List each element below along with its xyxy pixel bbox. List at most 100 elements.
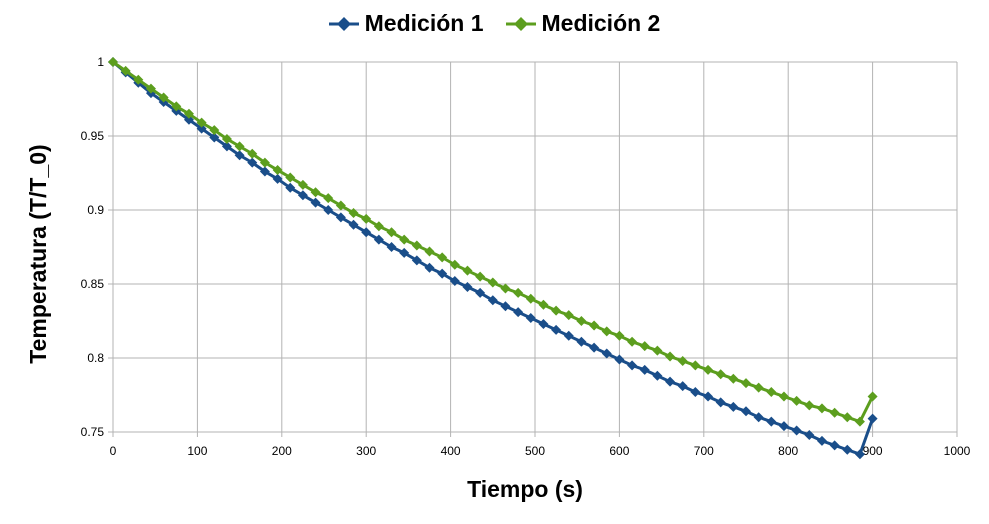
series-1-point [677, 381, 688, 392]
y-tick-label: 0.8 [87, 351, 104, 365]
series-2-point [627, 336, 638, 347]
series-2-point [690, 360, 701, 371]
series-2-point [741, 378, 751, 389]
series-2-point [791, 395, 802, 406]
y-tick-label: 0.95 [81, 129, 105, 143]
x-tick-label: 100 [187, 444, 207, 458]
series-1-point [437, 268, 448, 279]
series-1-point [399, 247, 410, 258]
x-tick-label: 0 [110, 444, 117, 458]
series-2-point [373, 221, 384, 232]
series-2-point [639, 341, 650, 352]
x-tick-label: 700 [694, 444, 714, 458]
series-2-point [475, 271, 486, 282]
series-1-point [652, 370, 663, 381]
series-1-point [348, 219, 359, 230]
series-2-point [563, 310, 574, 321]
series-1-point [513, 307, 524, 318]
x-axis-title: Tiempo (s) [467, 476, 583, 502]
series-2-point [766, 387, 777, 398]
series-2-point [145, 83, 156, 94]
series-2-point [854, 416, 865, 427]
y-tick-label: 1 [97, 55, 104, 69]
series-1-point [424, 262, 435, 273]
series-1-point [816, 435, 827, 446]
series-2-point [272, 165, 283, 176]
x-tick-label: 200 [272, 444, 292, 458]
legend-label-series-2: Medición 2 [541, 10, 661, 36]
x-tick-label: 300 [356, 444, 376, 458]
series-2-point [437, 252, 448, 263]
series-2-point [209, 125, 220, 136]
series-1-point [804, 429, 815, 440]
series-1-point [234, 150, 245, 161]
y-tick-label: 0.9 [87, 203, 104, 217]
series-2-point [158, 92, 169, 103]
series-2-point [804, 400, 815, 411]
series-2-point [411, 240, 422, 251]
series-2-point [196, 117, 207, 128]
series-1-point [601, 348, 612, 359]
series-1-point [829, 440, 840, 451]
series-1-point [791, 425, 802, 436]
series-1-point [715, 397, 726, 408]
series-2-point [551, 305, 562, 316]
series-2-point [424, 246, 435, 257]
series-1-point [209, 132, 220, 143]
x-tick-label: 800 [778, 444, 798, 458]
series-2-point [677, 355, 688, 366]
series-1-point [538, 318, 549, 329]
series-2-point [449, 259, 460, 270]
legend-item-series-2: Medición 2 [505, 10, 661, 37]
legend-swatch-series-2 [505, 16, 536, 31]
series-2-point [335, 200, 346, 211]
x-tick-label: 500 [525, 444, 545, 458]
series-2-point [614, 330, 625, 341]
series-1-point [323, 205, 334, 215]
series-2-point [108, 57, 118, 67]
chart-legend: Medición 1 Medición 2 [0, 10, 989, 37]
series-1-point [196, 123, 207, 134]
series-1-point [690, 387, 701, 398]
series-2-point [538, 299, 549, 310]
series-2-point [589, 320, 600, 331]
series-1-point [563, 330, 574, 341]
series-1-point [741, 406, 751, 417]
legend-label-series-1: Medición 1 [364, 10, 484, 36]
series-2-point [120, 65, 131, 76]
series-1-line [112, 60, 875, 456]
series-2-point [829, 407, 840, 418]
series-2-point [133, 74, 144, 85]
series-2-line [112, 60, 874, 424]
series-2-point [867, 391, 878, 402]
x-axis-ticks: 0 100 200 300 400 500 600 700 800 900 1000 [110, 444, 971, 458]
series-2-point [601, 326, 612, 337]
series-1-point [728, 401, 739, 412]
series-1-point [639, 364, 650, 375]
series-2-point [728, 373, 739, 384]
series-2-point [221, 133, 232, 144]
series-2-point [348, 207, 359, 218]
series-2-point [715, 369, 726, 380]
series-2-point [183, 108, 194, 119]
series-2-point [399, 234, 410, 245]
series-1-point [627, 360, 638, 371]
y-axis-ticks: 0.75 0.8 0.85 0.9 0.95 1 [81, 55, 105, 439]
series-1-point [247, 157, 258, 168]
legend-item-series-1: Medición 1 [328, 10, 484, 37]
series-1-point [525, 313, 536, 324]
x-tick-label: 900 [863, 444, 883, 458]
series-1-point [854, 449, 865, 460]
series-1-point [272, 173, 283, 184]
series-2-point [778, 391, 789, 402]
series-2-point [259, 157, 270, 168]
series-1-point [703, 391, 714, 402]
series-2-point [247, 148, 258, 159]
series-1-point [297, 190, 308, 201]
series-1-point [285, 182, 296, 193]
series-2-point [171, 101, 182, 112]
series-1-point [778, 421, 789, 432]
series-2-point [665, 351, 676, 362]
series-2-point [753, 382, 764, 393]
